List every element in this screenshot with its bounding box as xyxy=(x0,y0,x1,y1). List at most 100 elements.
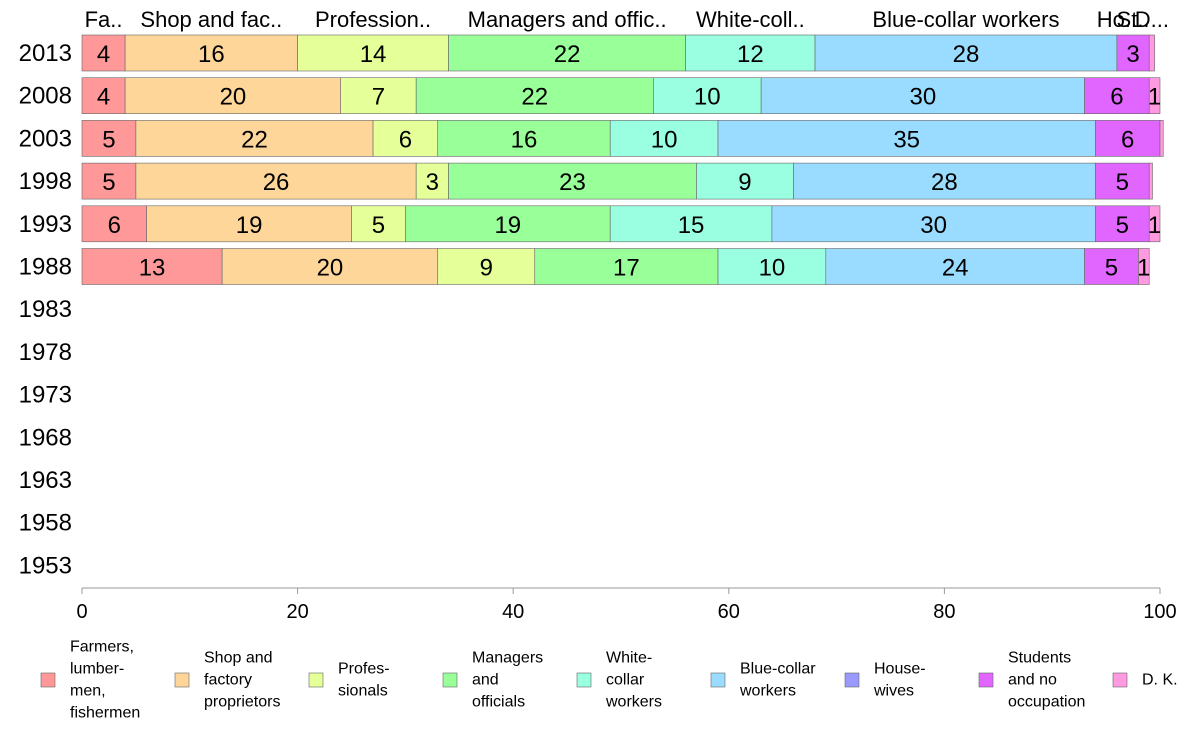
bar-value-label: 28 xyxy=(953,41,980,68)
bar-segment xyxy=(685,34,816,72)
bar-value-label: 6 xyxy=(399,126,412,153)
bar-segment xyxy=(372,120,439,157)
legend-label: occupation xyxy=(1008,693,1085,710)
year-label: 1998 xyxy=(19,168,72,195)
legend-swatch xyxy=(442,672,458,688)
year-label: 1958 xyxy=(19,510,72,537)
bar-segment xyxy=(653,77,762,114)
bar-value-label: 16 xyxy=(511,126,538,153)
legend-label: Managers xyxy=(472,649,543,666)
bar-segment xyxy=(146,205,352,243)
legend-swatch xyxy=(1112,672,1128,688)
legend-label: officials xyxy=(472,693,525,710)
legend-label: workers xyxy=(605,693,662,710)
bar-segment xyxy=(124,77,342,114)
bar-segment xyxy=(340,77,417,114)
year-label: 1968 xyxy=(19,424,72,451)
legend-swatch xyxy=(308,672,324,688)
bar-value-label: 10 xyxy=(759,255,786,282)
bar-segment xyxy=(814,34,1118,72)
bar-segment xyxy=(717,120,1096,157)
bar-value-label: 22 xyxy=(521,84,548,111)
bar-segment xyxy=(1148,162,1153,200)
bar-segment xyxy=(135,162,417,200)
bar-value-label: 12 xyxy=(737,41,764,68)
bar-value-label: 5 xyxy=(102,126,115,153)
bar-value-label: 22 xyxy=(241,126,268,153)
category-header: D... xyxy=(1135,7,1169,32)
legend-label: White- xyxy=(606,649,652,666)
bar-value-label: 35 xyxy=(893,126,920,153)
bar-value-label: 15 xyxy=(678,212,705,239)
legend-label: Farmers, xyxy=(70,638,134,655)
category-header: Shop and fac.. xyxy=(140,7,282,32)
x-tick-label: 80 xyxy=(933,601,955,623)
bar-value-label: 1 xyxy=(1148,84,1161,111)
bar-value-label: 17 xyxy=(613,255,640,282)
bar-value-label: 24 xyxy=(942,255,969,282)
bar-value-label: 5 xyxy=(1105,255,1118,282)
legend-swatch xyxy=(576,672,592,688)
category-header: Fa.. xyxy=(85,7,123,32)
bar-value-label: 30 xyxy=(920,212,947,239)
bar-segment xyxy=(135,120,374,157)
category-header: White-coll.. xyxy=(696,7,805,32)
bar-value-label: 19 xyxy=(494,212,521,239)
bar-value-label: 3 xyxy=(426,169,439,196)
legend-label: Profes- xyxy=(338,660,390,677)
bar-segment xyxy=(1084,77,1150,114)
legend-label: Students xyxy=(1008,649,1071,666)
bar-value-label: 20 xyxy=(317,255,344,282)
legend-label: collar xyxy=(606,671,645,688)
bar-segment xyxy=(81,34,126,72)
bar-value-label: 9 xyxy=(738,169,751,196)
legend: Farmers, lumber-men, fishermen Shop and fact… xyxy=(40,638,1178,721)
year-label: 1973 xyxy=(19,382,72,409)
bar-segment xyxy=(1138,248,1150,285)
bar-value-label: 5 xyxy=(372,212,385,239)
bar-segment xyxy=(437,120,611,157)
year-label: 2003 xyxy=(19,125,72,152)
bar-value-label: 6 xyxy=(108,212,121,239)
year-label: 2013 xyxy=(19,40,72,67)
bar-value-label: 1 xyxy=(1137,255,1150,282)
legend-label: workers xyxy=(739,682,796,699)
bar-segment xyxy=(1148,205,1161,243)
bar-value-label: 28 xyxy=(931,169,958,196)
legend-label: Blue-collar xyxy=(740,660,816,677)
bar-value-label: 26 xyxy=(263,169,290,196)
x-tick-label: 20 xyxy=(286,601,308,623)
bar-segment xyxy=(81,77,126,114)
bar-segment xyxy=(81,120,137,157)
year-label: 1983 xyxy=(19,296,72,323)
bar-segment xyxy=(717,248,827,285)
legend-swatch xyxy=(174,672,190,688)
x-tick-label: 0 xyxy=(76,601,87,623)
year-label: 2008 xyxy=(19,83,72,110)
bar-segment xyxy=(1148,77,1161,114)
bar-segment xyxy=(221,248,439,285)
legend-swatch xyxy=(844,672,860,688)
year-label: 1963 xyxy=(19,467,72,494)
bar-value-label: 16 xyxy=(198,41,225,68)
x-tick-label: 100 xyxy=(1143,601,1176,623)
category-header: Blue-collar workers xyxy=(872,7,1059,32)
bar-value-label: 5 xyxy=(1116,169,1129,196)
category-header: St.. xyxy=(1117,7,1150,32)
legend-label: sionals xyxy=(338,682,388,699)
year-label: 1978 xyxy=(19,339,72,366)
bar-value-label: 10 xyxy=(694,84,721,111)
bar-value-label: 4 xyxy=(97,41,110,68)
bar-segment xyxy=(351,205,406,243)
x-tick-label: 40 xyxy=(502,601,524,623)
bar-value-label: 19 xyxy=(236,212,263,239)
legend-swatch xyxy=(710,672,726,688)
bar-value-label: 6 xyxy=(1110,84,1123,111)
bar-value-label: 13 xyxy=(139,255,166,282)
bar-value-label: 20 xyxy=(220,84,247,111)
bar-segment xyxy=(1116,34,1150,72)
year-label: 1953 xyxy=(19,552,72,579)
bar-value-label: 10 xyxy=(651,126,678,153)
category-header: Profession.. xyxy=(315,7,431,32)
